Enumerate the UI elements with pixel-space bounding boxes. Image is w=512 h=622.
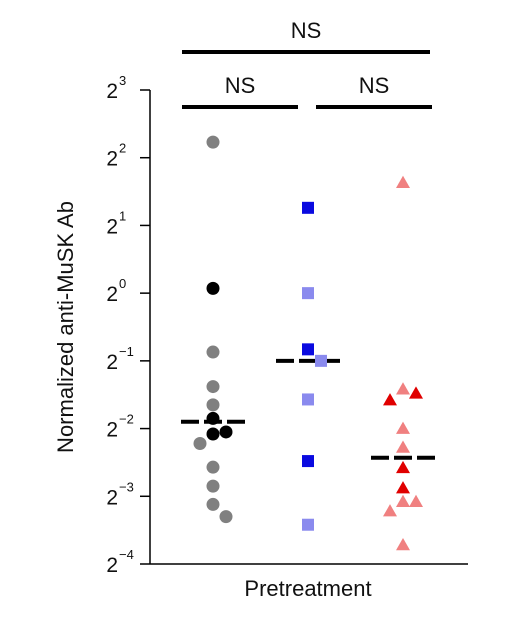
data-point-square bbox=[302, 393, 314, 406]
data-point-triangle bbox=[396, 175, 410, 189]
data-point-square bbox=[302, 201, 314, 214]
data-point-square bbox=[302, 343, 314, 356]
data-point-triangle bbox=[396, 460, 410, 474]
y-tick-label: 2 bbox=[106, 351, 118, 374]
data-point-square bbox=[315, 354, 327, 367]
data-point-circle bbox=[219, 425, 233, 439]
y-tick-label: 2 bbox=[106, 554, 118, 577]
data-point-circle bbox=[219, 510, 233, 524]
y-tick-label: 2 bbox=[106, 419, 118, 442]
data-point-triangle bbox=[383, 504, 397, 517]
y-tick-label: 2 bbox=[106, 283, 118, 306]
data-point-square bbox=[302, 287, 314, 300]
data-point-circle bbox=[206, 427, 220, 441]
significance-annotations: NS NS NS bbox=[182, 18, 432, 109]
y-tick-exponent: −1 bbox=[119, 344, 134, 359]
data-point-square bbox=[302, 518, 314, 531]
y-tick-exponent: 0 bbox=[119, 276, 126, 291]
data-point-circle bbox=[206, 281, 220, 295]
data-points bbox=[193, 135, 423, 551]
data-point-circle bbox=[206, 411, 220, 425]
y-tick-label: 2 bbox=[106, 215, 118, 238]
significance-label: NS bbox=[359, 73, 390, 98]
y-ticks: 2 32 22 12 02 −12 −22 −32 −4 bbox=[106, 73, 150, 577]
y-tick-exponent: −2 bbox=[119, 412, 134, 427]
y-tick-label: 2 bbox=[106, 80, 118, 103]
y-tick-exponent: 3 bbox=[119, 73, 126, 88]
data-point-circle bbox=[206, 380, 220, 394]
data-point-triangle bbox=[396, 538, 410, 551]
significance-label: NS bbox=[291, 18, 322, 43]
data-point-triangle bbox=[396, 440, 410, 453]
data-point-circle bbox=[206, 479, 220, 493]
y-tick-exponent: 1 bbox=[119, 208, 126, 223]
data-point-circle bbox=[206, 460, 220, 474]
data-point-circle bbox=[206, 135, 220, 149]
data-point-triangle bbox=[409, 494, 423, 507]
y-axis-label: Normalized anti-MuSK Ab bbox=[53, 201, 78, 453]
data-point-circle bbox=[206, 345, 220, 359]
y-tick-exponent: −3 bbox=[119, 479, 134, 494]
data-point-square bbox=[302, 455, 314, 468]
data-point-triangle bbox=[383, 393, 397, 406]
median-lines bbox=[181, 358, 435, 460]
x-axis-label: Pretreatment bbox=[244, 576, 371, 601]
data-point-triangle bbox=[396, 481, 410, 494]
data-point-triangle bbox=[409, 386, 423, 399]
significance-label: NS bbox=[225, 73, 256, 98]
data-point-triangle bbox=[396, 382, 410, 395]
data-point-triangle bbox=[396, 421, 410, 434]
y-tick-exponent: −4 bbox=[119, 547, 134, 562]
data-point-circle bbox=[193, 436, 207, 450]
data-point-circle bbox=[206, 398, 220, 412]
data-point-triangle bbox=[396, 494, 410, 507]
axes bbox=[149, 90, 468, 565]
y-tick-exponent: 2 bbox=[119, 141, 126, 156]
data-point-circle bbox=[206, 497, 220, 511]
y-tick-label: 2 bbox=[106, 148, 118, 171]
y-tick-label: 2 bbox=[106, 486, 118, 509]
